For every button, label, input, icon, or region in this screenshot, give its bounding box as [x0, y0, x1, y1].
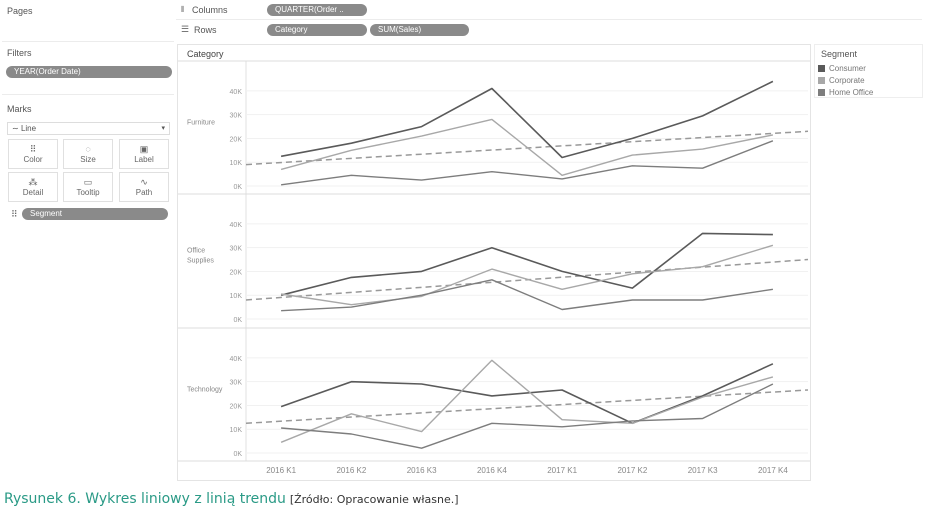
tooltip-icon: ▭ [83, 177, 93, 187]
y-tick-label: 20K [230, 136, 243, 143]
x-tick-label: 2017 K4 [758, 466, 788, 475]
y-tick-label: 30K [230, 380, 243, 387]
legend-label: Home Office [829, 88, 874, 97]
y-tick-label: 30K [230, 246, 243, 253]
series-line-corporate [280, 118, 774, 177]
legend-item-consumer[interactable]: Consumer [818, 64, 866, 74]
rows-pill-category[interactable]: Category [267, 24, 367, 36]
rows-label: Rows [194, 25, 217, 35]
color-button[interactable]: ⠿ Color [8, 139, 58, 169]
path-button[interactable]: ∿ Path [119, 172, 169, 202]
y-tick-label: 30K [230, 113, 243, 120]
chart-view: Category Furniture 0K 10K 20K 30K 40K Office Sup… [177, 44, 811, 481]
segment-pill[interactable]: Segment [22, 208, 168, 220]
legend-swatch [818, 65, 825, 72]
series-line-home-office [281, 279, 774, 312]
category-label: Furniture [187, 120, 215, 127]
legend-item-home-office[interactable]: Home Office [818, 88, 873, 98]
columns-shelf[interactable]: ⦀ Columns QUARTER(Order .. [176, 2, 922, 18]
divider [2, 41, 174, 42]
pages-shelf[interactable]: Pages [2, 2, 174, 40]
y-tick-label: 10K [230, 427, 243, 434]
segment-legend: Segment [814, 44, 923, 98]
y-tick-label: 40K [230, 222, 243, 229]
detail-button-label: Detail [22, 188, 44, 197]
x-tick-label: 2017 K1 [547, 466, 577, 475]
figure-caption: Rysunek 6. Wykres liniowy z linią trendu… [4, 490, 459, 507]
legend-swatch [818, 77, 825, 84]
tooltip-button-label: Tooltip [76, 188, 100, 197]
x-tick-label: 2017 K3 [688, 466, 718, 475]
x-tick-label: 2016 K3 [407, 466, 437, 475]
y-tick-label: 40K [230, 356, 243, 363]
caption-main: Rysunek 6. Wykres liniowy z linią trendu [4, 491, 286, 507]
legend-label: Corporate [829, 76, 865, 85]
marks-card: Marks ∼ Line ▾ ⠿ Color ◌ Size ▣ Label ⁂ … [2, 98, 174, 234]
caption-source: [Źródło: Opracowanie własne.] [289, 493, 459, 506]
series-line-home-office [281, 140, 774, 186]
y-tick-label: 0K [233, 451, 242, 458]
rows-shelf[interactable]: ☰ Rows Category SUM(Sales) [176, 21, 922, 39]
y-tick-label: 20K [230, 403, 243, 410]
rows-icon: ☰ [181, 24, 190, 34]
label-icon: ▣ [139, 144, 149, 154]
color-button-label: Color [23, 155, 43, 164]
legend-swatch [818, 89, 825, 96]
color-dots-icon: ⠿ [11, 209, 18, 219]
path-icon: ∿ [140, 177, 148, 187]
filters-shelf[interactable]: Filters YEAR(Order Date) [2, 44, 174, 92]
label-button-label: Label [134, 155, 154, 164]
path-button-label: Path [135, 188, 153, 197]
category-label: Supplies [187, 258, 214, 265]
y-tick-label: 10K [230, 160, 243, 167]
category-header: Category [187, 49, 224, 59]
series-line-home-office [281, 383, 774, 449]
legend-item-corporate[interactable]: Corporate [818, 76, 865, 86]
divider [2, 94, 174, 95]
y-tick-label: 20K [230, 269, 243, 276]
size-icon: ◌ [85, 144, 91, 154]
category-label: Office [187, 248, 205, 255]
label-button[interactable]: ▣ Label [119, 139, 169, 169]
size-button-label: Size [80, 155, 96, 164]
size-button[interactable]: ◌ Size [63, 139, 113, 169]
trend-line [245, 389, 809, 425]
series-line-corporate [280, 244, 774, 306]
columns-label: Columns [192, 5, 228, 15]
columns-pill-quarter[interactable]: QUARTER(Order .. [267, 4, 367, 16]
legend-label: Consumer [829, 64, 866, 73]
divider [176, 19, 922, 20]
marks-title: Marks [7, 104, 32, 114]
detail-button[interactable]: ⁂ Detail [8, 172, 58, 202]
chevron-down-icon: ▾ [161, 125, 165, 132]
color-dots-icon: ⠿ [29, 144, 37, 154]
legend-title: Segment [821, 49, 858, 59]
y-tick-label: 10K [230, 293, 243, 300]
line-icon: ∼ [12, 124, 19, 133]
detail-icon: ⁂ [28, 177, 38, 187]
mark-type-value: Line [20, 124, 37, 133]
series-line-consumer [280, 80, 774, 159]
y-tick-label: 0K [233, 184, 242, 191]
pages-title: Pages [7, 6, 33, 16]
series-line-corporate [280, 359, 774, 443]
y-tick-label: 0K [233, 317, 242, 324]
x-tick-label: 2017 K2 [617, 466, 647, 475]
x-tick-label: 2016 K4 [477, 466, 507, 475]
rows-pill-sum-sales[interactable]: SUM(Sales) [370, 24, 469, 36]
tooltip-button[interactable]: ▭ Tooltip [63, 172, 113, 202]
series-line-consumer [280, 232, 773, 296]
series-line-consumer [280, 363, 774, 425]
filters-title: Filters [7, 48, 32, 58]
chart-svg: Category Furniture 0K 10K 20K 30K 40K Office Sup… [178, 49, 810, 475]
y-tick-label: 40K [230, 89, 243, 96]
x-tick-label: 2016 K2 [336, 466, 366, 475]
mark-type-dropdown[interactable]: ∼ Line ▾ [7, 122, 170, 135]
filter-pill-year[interactable]: YEAR(Order Date) [6, 66, 172, 78]
category-label: Technology [187, 387, 223, 394]
x-tick-label: 2016 K1 [266, 466, 296, 475]
columns-icon: ⦀ [181, 5, 185, 14]
